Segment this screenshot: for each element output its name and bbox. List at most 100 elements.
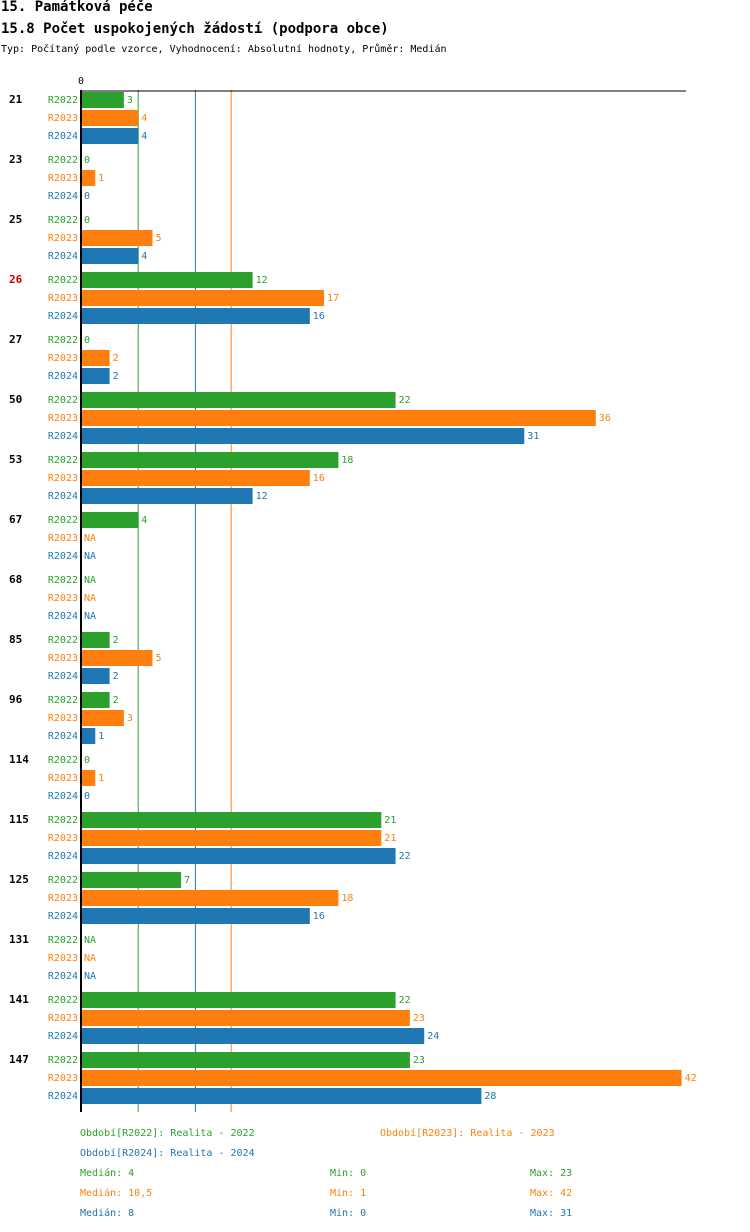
value-label-67-r2023: NA <box>84 533 96 544</box>
series-label-115-r2024: R2024 <box>48 851 78 862</box>
value-label-115-r2023: 21 <box>384 833 396 844</box>
value-label-53-r2022: 18 <box>341 455 353 466</box>
category-label-147: 147 <box>9 1053 29 1066</box>
value-label-131-r2024: NA <box>84 971 96 982</box>
value-label-25-r2024: 4 <box>141 251 147 262</box>
bar-27-r2024 <box>81 368 110 384</box>
series-label-53-r2024: R2024 <box>48 491 78 502</box>
bar-115-r2024 <box>81 848 396 864</box>
bar-141-r2022 <box>81 992 396 1008</box>
section-title: 15. Památková péče <box>1 0 153 15</box>
stat-median-r2022: Medián: 4 <box>80 1168 135 1179</box>
bar-50-r2024 <box>81 428 525 444</box>
series-label-23-r2022: R2022 <box>48 155 78 166</box>
series-label-67-r2024: R2024 <box>48 551 78 562</box>
stat-max-r2022: Max: 23 <box>530 1168 573 1179</box>
value-label-26-r2024: 16 <box>313 311 325 322</box>
category-label-50: 50 <box>9 393 22 406</box>
bar-141-r2024 <box>81 1028 425 1044</box>
series-label-21-r2023: R2023 <box>48 113 78 124</box>
bar-67-r2022 <box>81 512 139 528</box>
value-label-68-r2022: NA <box>84 575 96 586</box>
value-label-21-r2023: 4 <box>141 113 147 124</box>
series-label-25-r2024: R2024 <box>48 251 78 262</box>
series-label-114-r2023: R2023 <box>48 773 78 784</box>
value-label-21-r2022: 3 <box>127 95 133 106</box>
series-label-25-r2022: R2022 <box>48 215 78 226</box>
bar-125-r2023 <box>81 890 339 906</box>
bar-21-r2023 <box>81 110 139 126</box>
value-label-27-r2022: 0 <box>84 335 90 346</box>
bar-25-r2024 <box>81 248 139 264</box>
series-label-21-r2022: R2022 <box>48 95 78 106</box>
value-label-147-r2024: 28 <box>484 1091 496 1102</box>
bar-96-r2023 <box>81 710 124 726</box>
value-label-85-r2023: 5 <box>156 653 162 664</box>
value-label-141-r2024: 24 <box>427 1031 439 1042</box>
value-label-25-r2023: 5 <box>156 233 162 244</box>
category-label-68: 68 <box>9 573 22 586</box>
value-label-125-r2023: 18 <box>341 893 353 904</box>
stat-max-r2024: Max: 31 <box>530 1208 573 1219</box>
category-label-23: 23 <box>9 153 22 166</box>
series-label-131-r2024: R2024 <box>48 971 78 982</box>
bar-53-r2023 <box>81 470 310 486</box>
series-label-131-r2023: R2023 <box>48 953 78 964</box>
value-label-23-r2024: 0 <box>84 191 90 202</box>
value-label-21-r2024: 4 <box>141 131 147 142</box>
legend-r2024: Období[R2024]: Realita - 2024 <box>80 1148 255 1159</box>
bar-85-r2023 <box>81 650 153 666</box>
value-label-50-r2022: 22 <box>399 395 411 406</box>
series-label-68-r2023: R2023 <box>48 593 78 604</box>
value-label-27-r2023: 2 <box>113 353 119 364</box>
value-label-96-r2024: 1 <box>98 731 104 742</box>
series-label-125-r2024: R2024 <box>48 911 78 922</box>
stat-median-r2024: Medián: 8 <box>80 1208 135 1219</box>
category-label-131: 131 <box>9 933 29 946</box>
bar-147-r2024 <box>81 1088 482 1104</box>
value-label-68-r2024: NA <box>84 611 96 622</box>
series-label-114-r2024: R2024 <box>48 791 78 802</box>
category-label-53: 53 <box>9 453 22 466</box>
series-label-141-r2024: R2024 <box>48 1031 78 1042</box>
series-label-85-r2023: R2023 <box>48 653 78 664</box>
stat-min-r2024: Min: 0 <box>330 1208 367 1219</box>
series-label-85-r2022: R2022 <box>48 635 78 646</box>
series-label-27-r2024: R2024 <box>48 371 78 382</box>
value-label-53-r2023: 16 <box>313 473 325 484</box>
category-label-85: 85 <box>9 633 22 646</box>
legend-r2023: Období[R2023]: Realita - 2023 <box>380 1128 555 1139</box>
series-label-85-r2024: R2024 <box>48 671 78 682</box>
series-label-27-r2023: R2023 <box>48 353 78 364</box>
value-label-131-r2023: NA <box>84 953 96 964</box>
value-label-67-r2024: NA <box>84 551 96 562</box>
bar-115-r2022 <box>81 812 382 828</box>
series-label-26-r2023: R2023 <box>48 293 78 304</box>
value-label-23-r2022: 0 <box>84 155 90 166</box>
series-label-114-r2022: R2022 <box>48 755 78 766</box>
series-label-26-r2024: R2024 <box>48 311 78 322</box>
bar-125-r2022 <box>81 872 182 888</box>
value-label-27-r2024: 2 <box>113 371 119 382</box>
series-label-96-r2023: R2023 <box>48 713 78 724</box>
value-label-96-r2022: 2 <box>113 695 119 706</box>
category-label-125: 125 <box>9 873 29 886</box>
series-label-125-r2022: R2022 <box>48 875 78 886</box>
value-label-53-r2024: 12 <box>256 491 268 502</box>
value-label-131-r2022: NA <box>84 935 96 946</box>
series-label-141-r2023: R2023 <box>48 1013 78 1024</box>
bar-53-r2022 <box>81 452 339 468</box>
stat-max-r2023: Max: 42 <box>530 1188 573 1199</box>
value-label-147-r2022: 23 <box>413 1055 425 1066</box>
value-label-114-r2023: 1 <box>98 773 104 784</box>
category-label-25: 25 <box>9 213 22 226</box>
series-label-68-r2022: R2022 <box>48 575 78 586</box>
value-label-26-r2023: 17 <box>327 293 339 304</box>
series-label-26-r2022: R2022 <box>48 275 78 286</box>
value-label-125-r2022: 7 <box>184 875 190 886</box>
value-label-114-r2024: 0 <box>84 791 90 802</box>
category-label-141: 141 <box>9 993 29 1006</box>
category-label-96: 96 <box>9 693 23 706</box>
series-label-96-r2024: R2024 <box>48 731 78 742</box>
bar-26-r2023 <box>81 290 325 306</box>
